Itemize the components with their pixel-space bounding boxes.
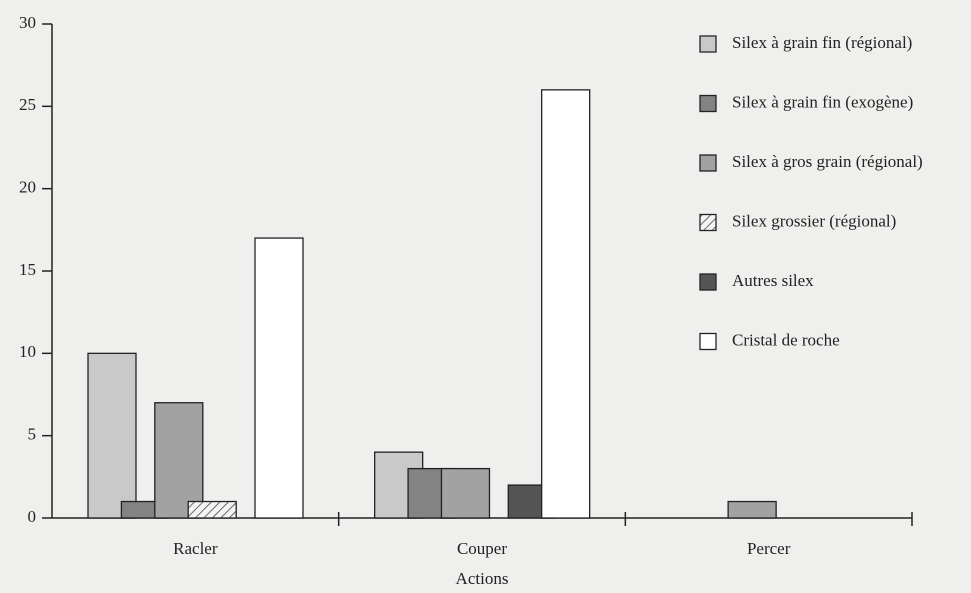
y-tick-label: 20 — [19, 178, 36, 197]
bar — [254, 237, 304, 519]
bar — [440, 467, 491, 519]
legend-swatch — [699, 35, 717, 53]
x-tick-label: Couper — [457, 539, 507, 558]
bar — [154, 402, 204, 519]
bar — [187, 500, 237, 519]
legend-label: Cristal de roche — [732, 330, 840, 349]
legend-label: Autres silex — [732, 271, 814, 290]
x-tick-label: Racler — [173, 539, 218, 558]
legend-label: Silex à gros grain (régional) — [732, 152, 923, 171]
x-tick-label: Percer — [747, 539, 791, 558]
y-tick-label: 0 — [28, 507, 37, 526]
bar — [727, 500, 777, 519]
y-tick-label: 5 — [28, 425, 37, 444]
legend-label: Silex grossier (régional) — [732, 211, 896, 230]
legend-swatch — [699, 213, 717, 232]
y-tick-label: 10 — [19, 342, 36, 361]
legend-swatch — [699, 332, 717, 351]
y-tick-label: 30 — [19, 13, 36, 32]
legend-swatch — [699, 154, 717, 172]
legend-swatch — [699, 273, 717, 291]
legend-label: Silex à grain fin (régional) — [732, 33, 912, 52]
bar — [541, 89, 591, 519]
legend-swatch — [699, 94, 717, 113]
x-axis-label: Actions — [456, 569, 509, 588]
legend-label: Silex à grain fin (exogène) — [732, 92, 913, 111]
y-tick-label: 15 — [19, 260, 36, 279]
y-tick-label: 25 — [19, 95, 36, 114]
bar — [87, 352, 137, 519]
